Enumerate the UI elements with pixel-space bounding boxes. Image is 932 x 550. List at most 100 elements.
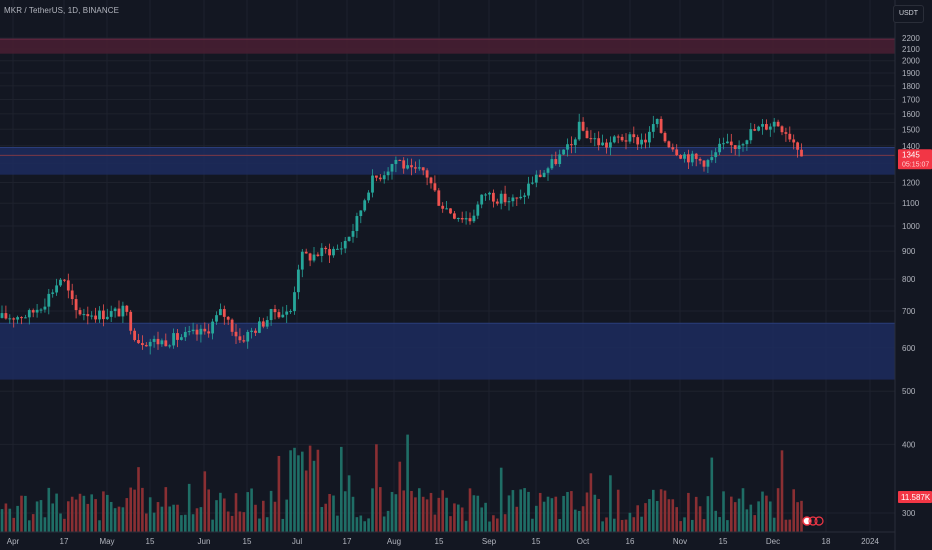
- candle-body[interactable]: [449, 208, 452, 214]
- candle-body[interactable]: [679, 155, 682, 159]
- candle-body[interactable]: [503, 193, 507, 203]
- candle-body[interactable]: [35, 309, 39, 313]
- candle-body[interactable]: [261, 321, 265, 327]
- candle-body[interactable]: [706, 160, 710, 167]
- candle-body[interactable]: [464, 218, 468, 220]
- candle-body[interactable]: [105, 316, 109, 320]
- candle-body[interactable]: [375, 175, 378, 178]
- candle-body[interactable]: [78, 310, 82, 315]
- candle-body[interactable]: [429, 177, 433, 184]
- candle-body[interactable]: [421, 167, 425, 171]
- candle-body[interactable]: [433, 183, 437, 191]
- candle-body[interactable]: [687, 154, 690, 163]
- candle-body[interactable]: [698, 158, 702, 161]
- candle-body[interactable]: [573, 139, 577, 146]
- candle-body[interactable]: [398, 159, 402, 161]
- candle-body[interactable]: [265, 320, 269, 327]
- candle-body[interactable]: [43, 306, 47, 310]
- candle-body[interactable]: [31, 310, 35, 313]
- candle-body[interactable]: [281, 314, 285, 318]
- candle-body[interactable]: [511, 197, 515, 202]
- candle-body[interactable]: [117, 308, 121, 317]
- candle-body[interactable]: [460, 218, 464, 220]
- candle-body[interactable]: [406, 165, 409, 169]
- candle-body[interactable]: [94, 315, 97, 320]
- candle-body[interactable]: [710, 157, 714, 161]
- candle-body[interactable]: [488, 192, 491, 195]
- candle-body[interactable]: [480, 194, 484, 205]
- candle-body[interactable]: [741, 144, 745, 146]
- candle-body[interactable]: [593, 138, 597, 140]
- candle-body[interactable]: [628, 134, 632, 142]
- candle-body[interactable]: [690, 153, 694, 163]
- candle-body[interactable]: [355, 216, 359, 232]
- candle-body[interactable]: [714, 152, 718, 158]
- candle-body[interactable]: [601, 142, 604, 146]
- candle-body[interactable]: [125, 305, 129, 312]
- candle-body[interactable]: [273, 309, 277, 313]
- candle-body[interactable]: [722, 143, 725, 145]
- candle-body[interactable]: [148, 341, 152, 347]
- candle-body[interactable]: [570, 144, 573, 146]
- candle-body[interactable]: [726, 141, 729, 144]
- candle-body[interactable]: [70, 290, 74, 300]
- candle-body[interactable]: [640, 139, 643, 145]
- candle-body[interactable]: [215, 315, 218, 322]
- candle-body[interactable]: [492, 192, 495, 202]
- realtime-ring-icon[interactable]: [808, 516, 818, 526]
- candle-body[interactable]: [772, 121, 776, 127]
- candle-body[interactable]: [761, 124, 764, 127]
- candle-body[interactable]: [222, 309, 226, 317]
- candle-body[interactable]: [180, 337, 183, 340]
- candle-body[interactable]: [558, 154, 562, 165]
- candle-body[interactable]: [24, 317, 27, 319]
- candle-body[interactable]: [226, 316, 230, 320]
- candle-body[interactable]: [269, 309, 273, 321]
- candle-body[interactable]: [300, 251, 304, 270]
- candle-body[interactable]: [476, 204, 480, 216]
- candle-body[interactable]: [410, 165, 413, 168]
- candle-body[interactable]: [499, 193, 503, 204]
- candle-body[interactable]: [515, 197, 519, 199]
- currency-unit-button[interactable]: USDT: [892, 5, 924, 23]
- candle-body[interactable]: [211, 321, 214, 334]
- candle-body[interactable]: [507, 201, 511, 203]
- candle-body[interactable]: [230, 319, 234, 332]
- candle-body[interactable]: [285, 311, 289, 315]
- candle-body[interactable]: [343, 240, 347, 249]
- candle-body[interactable]: [102, 310, 105, 320]
- candle-body[interactable]: [254, 330, 257, 333]
- candle-body[interactable]: [176, 333, 179, 340]
- candle-body[interactable]: [445, 208, 448, 210]
- candle-body[interactable]: [304, 251, 308, 254]
- candle-body[interactable]: [776, 121, 780, 127]
- candle-body[interactable]: [308, 253, 312, 261]
- candle-body[interactable]: [589, 138, 593, 140]
- candle-body[interactable]: [554, 159, 558, 165]
- candle-body[interactable]: [632, 134, 636, 138]
- candle-body[interactable]: [655, 118, 659, 125]
- candle-body[interactable]: [27, 310, 31, 318]
- candle-body[interactable]: [164, 340, 168, 347]
- candle-body[interactable]: [718, 143, 721, 153]
- candle-body[interactable]: [441, 205, 445, 209]
- candle-body[interactable]: [129, 311, 133, 331]
- candle-body[interactable]: [187, 331, 191, 333]
- candle-body[interactable]: [519, 196, 523, 199]
- candle-body[interactable]: [749, 129, 753, 141]
- candle-body[interactable]: [648, 131, 651, 143]
- candle-body[interactable]: [113, 308, 117, 312]
- candle-body[interactable]: [359, 210, 363, 217]
- candle-body[interactable]: [74, 299, 78, 311]
- candle-body[interactable]: [277, 312, 281, 318]
- candle-body[interactable]: [152, 338, 156, 342]
- candle-body[interactable]: [581, 121, 585, 131]
- candle-body[interactable]: [527, 183, 530, 196]
- candle-body[interactable]: [199, 328, 203, 335]
- candle-body[interactable]: [12, 318, 16, 320]
- candle-body[interactable]: [382, 175, 386, 180]
- candle-body[interactable]: [203, 328, 207, 332]
- candle-body[interactable]: [472, 215, 476, 222]
- candle-body[interactable]: [121, 305, 125, 317]
